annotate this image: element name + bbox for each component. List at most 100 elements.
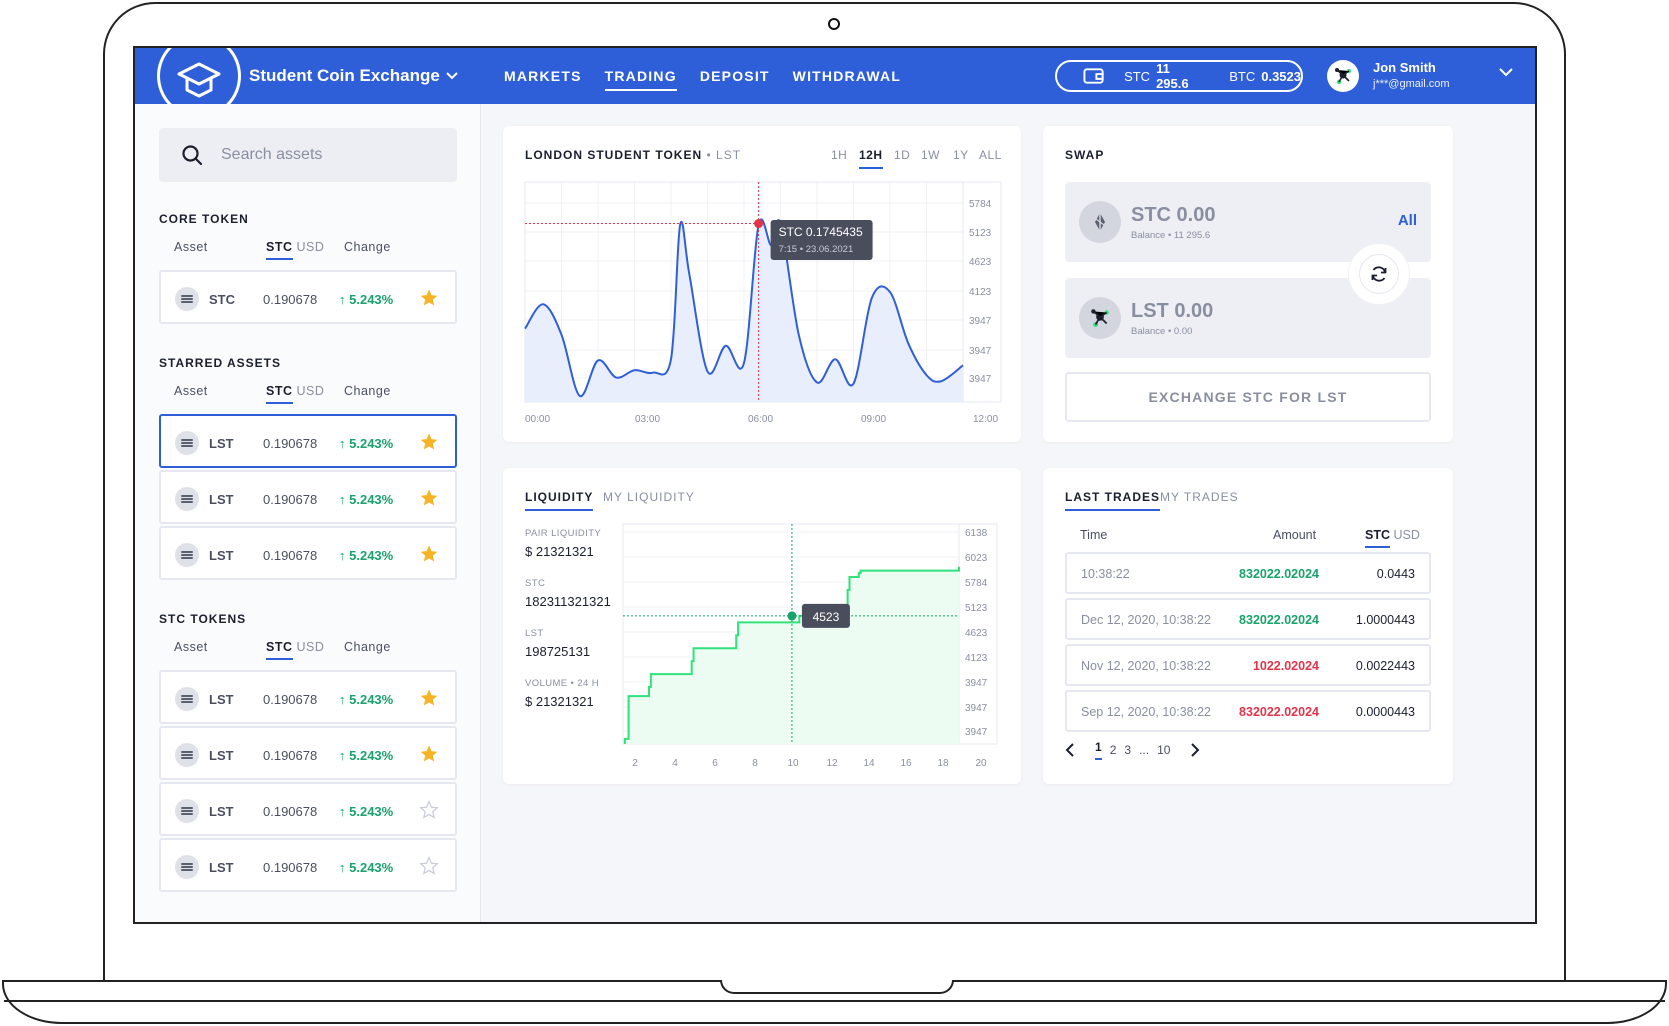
section-title: STARRED ASSETS bbox=[159, 356, 282, 370]
lst-liquidity-label: LST bbox=[525, 628, 544, 639]
page-3[interactable]: 3 bbox=[1124, 743, 1132, 757]
asset-change: ↑ 5.243% bbox=[339, 692, 394, 707]
timeframe-1w[interactable]: 1W bbox=[921, 148, 940, 162]
asset-price: 0.190678 bbox=[263, 804, 318, 819]
x-tick-label: 18 bbox=[937, 758, 949, 769]
tab-my-liquidity[interactable]: MY LIQUIDITY bbox=[603, 490, 695, 504]
swap-direction-button[interactable] bbox=[1349, 244, 1409, 304]
nav-deposit[interactable]: DEPOSIT bbox=[699, 68, 770, 84]
col-currency-toggle[interactable]: STC USD bbox=[266, 240, 324, 260]
x-tick-label: 12:00 bbox=[973, 414, 998, 425]
brand-name: Student Coin Exchange bbox=[249, 66, 440, 85]
chevron-left-icon[interactable] bbox=[1065, 743, 1075, 757]
nav-trading[interactable]: TRADING bbox=[604, 68, 677, 91]
asset-change: ↑ 5.243% bbox=[339, 860, 394, 875]
page-1[interactable]: 1 bbox=[1095, 740, 1102, 760]
wallet-balance[interactable]: STC 11 295.6 BTC 0.3523 bbox=[1055, 60, 1303, 92]
graduation-cap-icon bbox=[177, 62, 221, 98]
asset-row[interactable]: LST 0.190678 ↑ 5.243% bbox=[159, 726, 457, 780]
x-tick-label: 14 bbox=[863, 758, 875, 769]
tooltip-value: STC 0.1745435 bbox=[779, 225, 863, 239]
col-currency-toggle[interactable]: STC USD bbox=[266, 640, 324, 660]
asset-row[interactable]: LST 0.190678 ↑ 5.243% bbox=[159, 782, 457, 836]
laptop-camera bbox=[828, 18, 840, 30]
asset-row[interactable]: STC 0.190678 ↑ 5.243% bbox=[159, 270, 457, 324]
price-chart[interactable]: 5784 5123 4623 4123 3947 3947 3947 STC 0.174543… bbox=[503, 126, 1021, 442]
page-ellipsis: ... bbox=[1139, 743, 1150, 757]
y-tick-label: 5784 bbox=[969, 199, 992, 210]
liquidity-line bbox=[623, 566, 960, 744]
search-input[interactable] bbox=[221, 146, 421, 164]
chevron-right-icon[interactable] bbox=[1190, 743, 1200, 757]
section-title: STC TOKENS bbox=[159, 612, 247, 626]
timeframe-all[interactable]: ALL bbox=[979, 148, 1002, 162]
page-10[interactable]: 10 bbox=[1157, 743, 1171, 757]
asset-row[interactable]: LST 0.190678 ↑ 5.243% bbox=[159, 670, 457, 724]
x-tick-label: 20 bbox=[975, 758, 987, 769]
star-icon[interactable] bbox=[419, 688, 439, 713]
asset-row[interactable]: LST 0.190678 ↑ 5.243% bbox=[159, 838, 457, 892]
asset-row[interactable]: LST 0.190678 ↑ 5.243% bbox=[159, 414, 457, 468]
x-tick-label: 03:00 bbox=[635, 414, 660, 425]
trade-row[interactable]: 10:38:22 832022.02024 0.0443 bbox=[1065, 552, 1431, 594]
col-currency-toggle[interactable]: STC USD bbox=[266, 384, 324, 404]
search-icon bbox=[182, 145, 203, 166]
trade-row[interactable]: Dec 12, 2020, 10:38:22 832022.02024 1.00… bbox=[1065, 598, 1431, 640]
asset-row[interactable]: LST 0.190678 ↑ 5.243% bbox=[159, 526, 457, 580]
star-icon[interactable] bbox=[419, 544, 439, 569]
trades-card: LAST TRADES MY TRADES Time Amount STC US… bbox=[1043, 468, 1453, 784]
star-icon[interactable] bbox=[419, 744, 439, 769]
x-tick-label: 16 bbox=[900, 758, 912, 769]
x-tick-label: 06:00 bbox=[748, 414, 773, 425]
tooltip-box bbox=[801, 603, 850, 628]
swap-from-box[interactable]: STC 0.00 Balance • 11 295.6 All bbox=[1065, 182, 1431, 262]
exchange-button[interactable]: EXCHANGE STC FOR LST bbox=[1065, 372, 1431, 422]
volume-value: $ 21321321 bbox=[525, 694, 594, 709]
trades-col-currency[interactable]: STC USD bbox=[1365, 528, 1420, 548]
y-tick-label: 3947 bbox=[965, 678, 988, 689]
swap-all-button[interactable]: All bbox=[1397, 212, 1417, 229]
refresh-icon bbox=[1371, 266, 1387, 282]
asset-price: 0.190678 bbox=[263, 292, 318, 307]
asset-name: LST bbox=[209, 548, 234, 563]
asset-price: 0.190678 bbox=[263, 692, 318, 707]
tab-liquidity[interactable]: LIQUIDITY bbox=[525, 490, 594, 511]
arrow-up-icon: ↑ bbox=[339, 804, 346, 819]
app-screen: Student Coin Exchange MARKETS TRADING DE… bbox=[133, 46, 1537, 924]
timeframe-1d[interactable]: 1D bbox=[894, 148, 911, 162]
trade-time: Nov 12, 2020, 10:38:22 bbox=[1081, 659, 1211, 673]
nav-markets[interactable]: MARKETS bbox=[504, 68, 582, 84]
asset-row[interactable]: LST 0.190678 ↑ 5.243% bbox=[159, 470, 457, 524]
trade-row[interactable]: Nov 12, 2020, 10:38:22 1022.02024 0.0022… bbox=[1065, 644, 1431, 686]
asset-change: ↑ 5.243% bbox=[339, 548, 394, 563]
tab-last-trades[interactable]: LAST TRADES bbox=[1065, 490, 1160, 511]
timeframe-12h[interactable]: 12H bbox=[859, 148, 883, 169]
col-asset: Asset bbox=[174, 240, 208, 254]
star-icon[interactable] bbox=[419, 288, 439, 313]
star-icon[interactable] bbox=[419, 432, 439, 457]
avatar[interactable] bbox=[1327, 60, 1359, 92]
swap-from-balance: Balance • 11 295.6 bbox=[1131, 230, 1211, 241]
brand-selector[interactable]: Student Coin Exchange bbox=[249, 66, 458, 86]
star-icon[interactable] bbox=[419, 488, 439, 513]
y-tick-label: 3947 bbox=[969, 346, 992, 357]
asset-price: 0.190678 bbox=[263, 860, 318, 875]
coin-icon bbox=[175, 799, 199, 823]
user-menu-chevron-icon[interactable] bbox=[1499, 68, 1513, 77]
trade-row[interactable]: Sep 12, 2020, 10:38:22 832022.02024 0.00… bbox=[1065, 690, 1431, 732]
page-2[interactable]: 2 bbox=[1109, 743, 1117, 757]
nav-withdrawal[interactable]: WITHDRAWAL bbox=[792, 68, 902, 84]
timeframe-1y[interactable]: 1Y bbox=[953, 148, 969, 162]
tab-my-trades[interactable]: MY TRADES bbox=[1160, 490, 1239, 504]
liquidity-chart[interactable]: 6138 6023 5784 5123 4623 4123 3947 3947 3947 4523… bbox=[503, 468, 1021, 784]
col-asset: Asset bbox=[174, 640, 208, 654]
y-tick-label: 3947 bbox=[965, 727, 988, 738]
search-box[interactable] bbox=[159, 128, 457, 182]
asset-name: LST bbox=[209, 860, 234, 875]
stc-coin-icon bbox=[1079, 201, 1121, 243]
star-icon[interactable] bbox=[419, 856, 439, 881]
asset-change: ↑ 5.243% bbox=[339, 748, 394, 763]
arrow-up-icon: ↑ bbox=[339, 692, 346, 707]
star-icon[interactable] bbox=[419, 800, 439, 825]
timeframe-1h[interactable]: 1H bbox=[831, 148, 848, 162]
